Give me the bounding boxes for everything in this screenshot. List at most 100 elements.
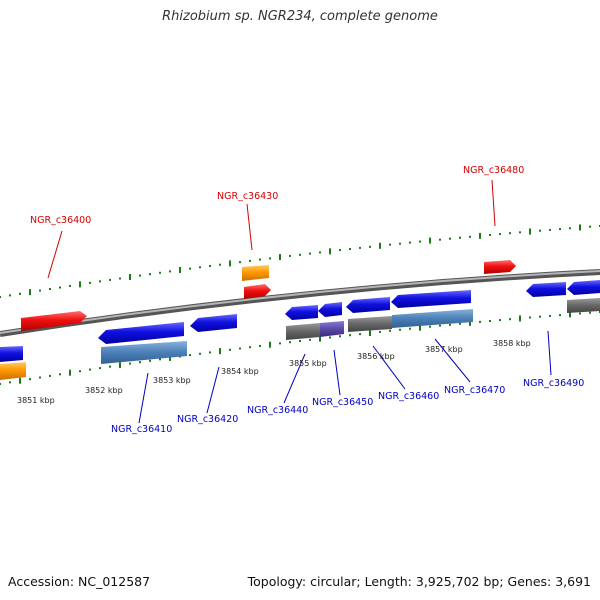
lower-tick-track (0, 311, 600, 385)
minor-tick (59, 373, 61, 376)
minor-tick (439, 238, 441, 241)
minor-tick (429, 325, 431, 328)
gene-arrow-blue[interactable] (285, 305, 318, 320)
minor-tick (159, 271, 161, 274)
gene-arrow-red[interactable] (484, 260, 516, 274)
kbp-label: 3854 kbp (221, 367, 259, 376)
band-gray (286, 323, 320, 340)
minor-tick (109, 365, 111, 368)
minor-tick (19, 292, 21, 295)
minor-tick (149, 359, 151, 362)
gene-label[interactable]: NGR_c36470 (444, 385, 505, 396)
minor-tick (169, 270, 171, 273)
kbp-label: 3851 kbp (17, 396, 55, 405)
minor-tick (199, 352, 201, 355)
leader-line (206, 366, 220, 414)
minor-tick (349, 334, 351, 337)
gene-label[interactable]: NGR_c36480 (463, 165, 524, 176)
kbp-labels: 3851 kbp 3852 kbp 3853 kbp 3854 kbp 3855… (17, 339, 531, 405)
minor-tick (29, 378, 31, 381)
gene-feature-orange[interactable] (242, 265, 269, 281)
major-tick (429, 237, 431, 244)
minor-tick (129, 362, 131, 365)
minor-tick (549, 314, 551, 317)
minor-tick (499, 233, 501, 236)
gene-arrow-blue[interactable] (567, 280, 600, 295)
kbp-label: 3856 kbp (357, 352, 395, 361)
major-tick (569, 311, 571, 318)
gene-arrow-red[interactable] (21, 311, 87, 331)
gene-label[interactable]: NGR_c36440 (247, 405, 308, 416)
minor-tick (149, 273, 151, 276)
minor-tick (359, 246, 361, 249)
kbp-label: 3857 kbp (425, 345, 463, 354)
leader-line (372, 345, 406, 390)
minor-tick (0, 383, 1, 385)
gene-arrow-blue[interactable] (318, 302, 342, 317)
kbp-label: 3853 kbp (153, 376, 191, 385)
minor-tick (409, 241, 411, 244)
leader-line (333, 349, 341, 396)
minor-tick (489, 320, 491, 322)
minor-tick (389, 329, 391, 332)
forward-gene-labels: NGR_c36400 NGR_c36430 NGR_c36480 (30, 165, 524, 226)
minor-tick (269, 257, 271, 260)
minor-tick (449, 237, 451, 240)
minor-tick (39, 289, 41, 292)
major-tick (19, 377, 21, 384)
minor-tick (349, 248, 351, 250)
minor-tick (539, 315, 541, 318)
kbp-label: 3852 kbp (85, 386, 123, 395)
minor-tick (99, 367, 101, 370)
gene-label[interactable]: NGR_c36490 (523, 378, 584, 389)
minor-tick (119, 277, 121, 280)
minor-tick (529, 316, 531, 319)
page-title: Rhizobium sp. NGR234, complete genome (162, 9, 438, 24)
gene-arrow-blue[interactable] (190, 314, 237, 332)
gene-label[interactable]: NGR_c36420 (177, 414, 238, 425)
minor-tick (239, 347, 241, 350)
minor-tick (39, 376, 41, 379)
major-tick (79, 281, 81, 288)
minor-tick (49, 374, 51, 377)
gene-feature-orange[interactable] (0, 362, 26, 380)
gene-arrows (0, 260, 600, 380)
minor-tick (309, 252, 311, 255)
minor-tick (479, 320, 481, 323)
minor-tick (259, 258, 261, 261)
major-tick (379, 242, 381, 249)
minor-tick (309, 338, 311, 341)
minor-tick (579, 312, 581, 315)
leader-line (47, 230, 63, 279)
gene-arrow-blue[interactable] (346, 297, 390, 313)
gene-label[interactable]: NGR_c36450 (312, 397, 373, 408)
gene-label[interactable]: NGR_c36410 (111, 424, 172, 435)
minor-tick (409, 327, 411, 330)
gene-label[interactable]: NGR_c36400 (30, 215, 91, 226)
minor-tick (259, 344, 261, 347)
gene-label[interactable]: NGR_c36460 (378, 391, 439, 402)
major-tick (69, 369, 71, 376)
minor-tick (229, 348, 231, 351)
gene-label[interactable]: NGR_c36430 (217, 191, 278, 202)
major-tick (179, 267, 181, 273)
minor-tick (249, 346, 251, 349)
minor-tick (69, 284, 71, 287)
gene-arrow-red[interactable] (244, 284, 271, 299)
minor-tick (299, 340, 301, 342)
minor-tick (459, 322, 461, 325)
genome-backbone-highlight (0, 270, 600, 334)
minor-tick (559, 228, 561, 231)
major-tick (169, 354, 171, 361)
minor-tick (339, 249, 341, 252)
minor-tick (469, 235, 471, 238)
minor-tick (419, 240, 421, 243)
minor-tick (59, 286, 61, 289)
gene-arrow-blue[interactable] (391, 290, 471, 308)
minor-tick (9, 294, 11, 297)
minor-tick (0, 296, 1, 298)
leader-line (434, 338, 471, 383)
gene-arrow-blue[interactable] (526, 282, 566, 297)
gene-arrow-blue[interactable] (98, 322, 184, 344)
gene-arrow-blue[interactable] (0, 346, 23, 362)
